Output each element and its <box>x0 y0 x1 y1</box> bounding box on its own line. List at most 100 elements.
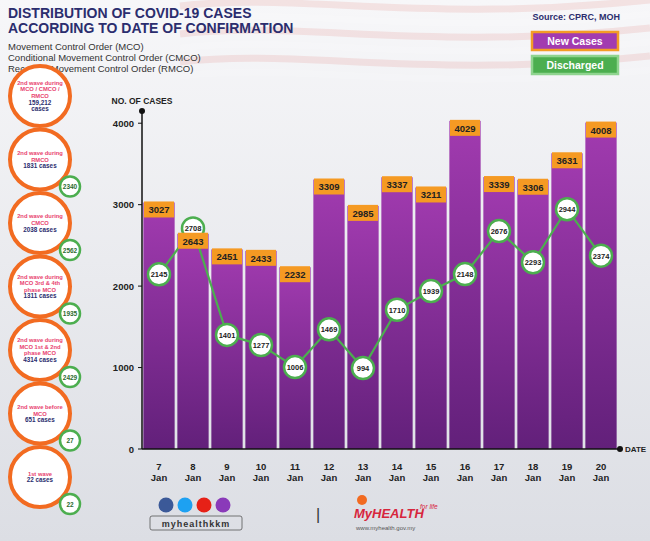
bar <box>211 249 242 449</box>
social-icon <box>216 498 231 513</box>
subtitle: Conditional Movement Control Order (CMCO… <box>8 52 201 63</box>
x-tick-label: 10Jan <box>253 461 270 483</box>
wave-cases: 1311 cases <box>24 292 57 299</box>
point <box>352 357 374 379</box>
data-label: 2148 <box>457 270 474 279</box>
bar <box>313 179 344 449</box>
label-box <box>144 201 174 217</box>
wave-discharged: 22 <box>66 501 74 508</box>
point <box>590 245 612 267</box>
data-label: 4008 <box>590 125 611 136</box>
data-label: 1401 <box>219 331 236 340</box>
data-label: 2451 <box>216 251 238 262</box>
x-tick-label: 19Jan <box>559 461 576 483</box>
bar <box>381 177 412 449</box>
url: www.myhealth.gov.my <box>355 525 415 531</box>
data-label: 2643 <box>182 236 203 247</box>
title: DISTRIBUTION OF COVID-19 CASES <box>8 5 251 21</box>
x-tick-label: 13Jan <box>355 461 372 483</box>
x-axis <box>142 448 620 450</box>
label-box <box>382 176 412 192</box>
wave-discharged-circle <box>60 431 80 451</box>
y-tick <box>138 286 142 287</box>
wave-text-line: MCO 1st & 2nd <box>19 344 61 350</box>
x-tick-label-part: Jan <box>253 472 270 483</box>
wave-discharged: 2429 <box>63 374 78 381</box>
social-icon <box>159 498 174 513</box>
wave-cases: 22 cases <box>27 476 54 483</box>
wave-cases: 1831 cases <box>23 162 57 169</box>
x-axis-label: DATE <box>625 445 647 454</box>
wave-text-line: 2nd wave during <box>17 274 63 280</box>
x-tick-label-part: Jan <box>457 472 474 483</box>
legend-swatch <box>532 56 618 74</box>
x-tick-label-part: 15 <box>426 461 437 472</box>
bar <box>415 187 446 449</box>
x-tick-label-part: 16 <box>460 461 471 472</box>
x-tick-label-part: 9 <box>224 461 229 472</box>
wave-cases-line: 2038 cases <box>23 226 57 233</box>
data-label: 2232 <box>284 269 305 280</box>
data-label: 1469 <box>321 325 338 334</box>
subtitle: Movement Control Order (MCO) <box>8 41 144 52</box>
label-box <box>416 186 446 202</box>
wave-cases-line: cases <box>31 105 49 112</box>
bar <box>347 206 378 449</box>
label-box <box>552 152 582 168</box>
wave-discharged: 1935 <box>63 310 78 317</box>
y-tick <box>138 123 142 124</box>
x-tick-label: 7Jan <box>151 461 168 483</box>
label-box <box>178 233 208 249</box>
wave-text-line: MCO 3rd & 4th <box>20 280 61 286</box>
x-tick-label-part: 13 <box>358 461 369 472</box>
y-tick-label: 0 <box>129 444 134 455</box>
wave-discharged-circle <box>60 240 80 260</box>
wave-text: 2nd wave duringRMCO <box>17 150 63 163</box>
y-tick <box>138 449 142 450</box>
x-tick-label-part: Jan <box>321 472 338 483</box>
y-tick-label: 3000 <box>113 199 134 210</box>
wave-text-line: 2nd wave before <box>17 404 63 410</box>
separator: | <box>316 506 320 523</box>
legend-swatch <box>532 32 618 50</box>
x-tick-label-part: Jan <box>185 472 202 483</box>
data-label: 2944 <box>559 205 577 214</box>
data-label: 1939 <box>423 287 440 296</box>
wave-discharged: 2562 <box>63 247 78 254</box>
wave-cases-line: 4314 cases <box>23 356 57 363</box>
x-tick-label: 15Jan <box>423 461 440 483</box>
y-tick-label: 4000 <box>113 118 134 129</box>
handle: myhealthkkm <box>162 519 231 529</box>
data-label: 1006 <box>287 363 304 372</box>
label-box <box>586 122 616 138</box>
y-axis <box>141 111 143 449</box>
x-tick-label-part: Jan <box>219 472 236 483</box>
wave-discharged-circle <box>60 177 80 197</box>
x-tick-label-part: Jan <box>287 472 304 483</box>
x-tick-label-part: Jan <box>525 472 542 483</box>
x-tick-label-part: Jan <box>389 472 406 483</box>
label-box <box>518 179 548 195</box>
x-tick-label: 20Jan <box>593 461 610 483</box>
axis-end <box>139 108 145 114</box>
bar <box>245 251 276 449</box>
data-label: 2985 <box>352 208 374 219</box>
x-tick-label-part: 18 <box>528 461 539 472</box>
infographic: DISTRIBUTION OF COVID-19 CASESACCORDING … <box>0 0 650 541</box>
bar <box>449 121 480 449</box>
y-axis-label: NO. OF CASES <box>112 96 173 106</box>
point <box>148 263 170 285</box>
social-icon <box>178 498 193 513</box>
x-tick-label: 8Jan <box>185 461 202 483</box>
x-tick-label: 17Jan <box>491 461 508 483</box>
legend-label: Discharged <box>546 59 603 71</box>
wave-discharged: 27 <box>66 437 74 444</box>
x-tick-label: 18Jan <box>525 461 542 483</box>
data-label: 994 <box>357 364 370 373</box>
x-tick-label-part: Jan <box>151 472 168 483</box>
data-label: 4029 <box>454 123 475 134</box>
x-tick-label: 14Jan <box>389 461 406 483</box>
y-tick-label: 1000 <box>113 362 134 373</box>
data-label: 2708 <box>185 224 202 233</box>
data-label: 3306 <box>522 182 543 193</box>
